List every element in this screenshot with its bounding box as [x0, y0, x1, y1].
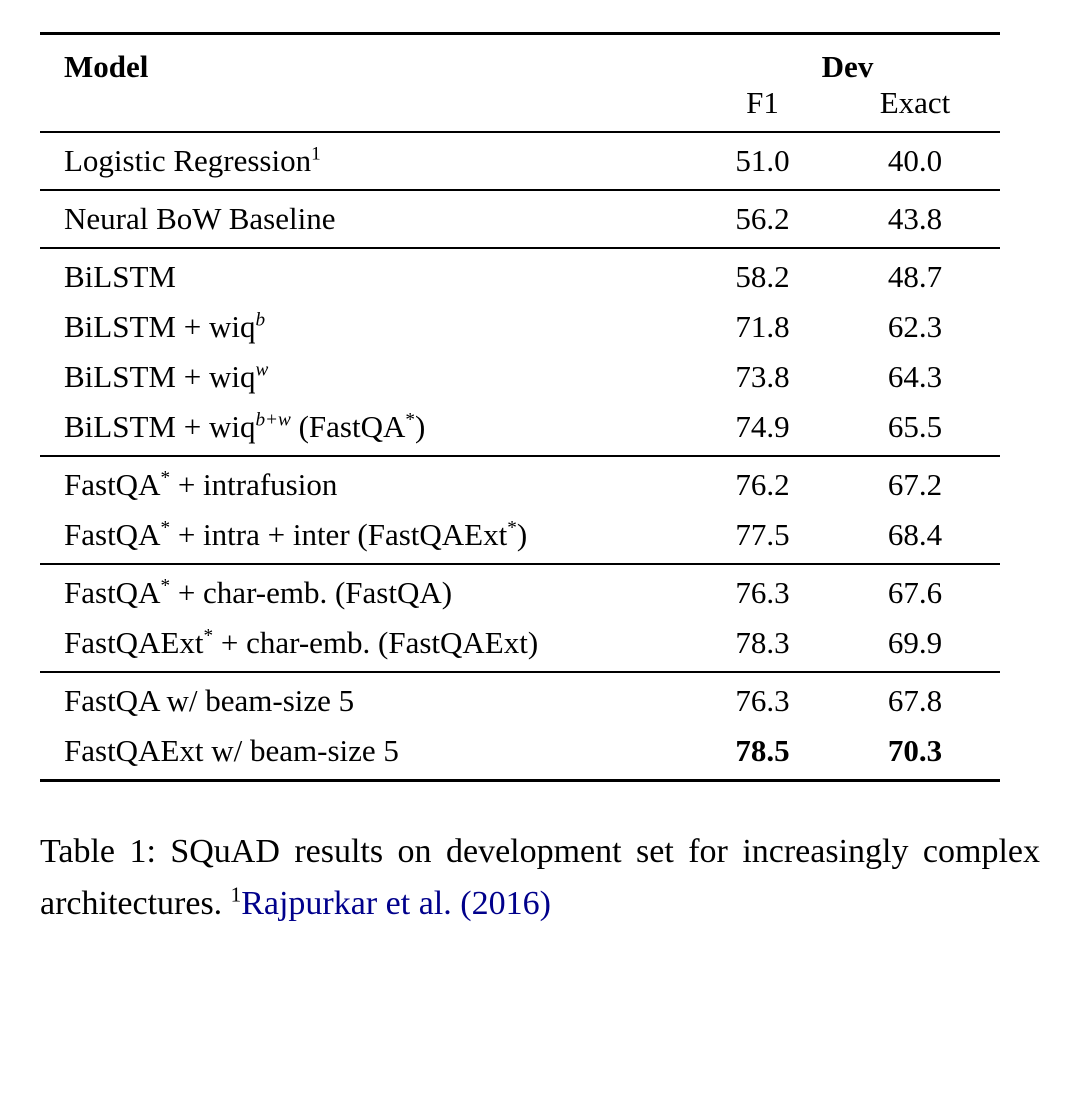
exact-cell: 64.3	[887, 359, 943, 394]
exact-cell: 67.2	[887, 467, 943, 502]
table-header: Model Dev F1 Exact	[40, 34, 1000, 132]
superscript-text: b+w	[255, 409, 291, 431]
table-row: FastQA* + char-emb. (FastQA) 76.3 67.6	[40, 564, 1000, 618]
text-segment: FastQAExt w/ beam-size 5	[64, 733, 399, 768]
table-row: Logistic Regression1 51.0 40.0	[40, 132, 1000, 190]
text-segment: Table 1: SQuAD results on development se…	[40, 833, 1040, 922]
f1-cell: 78.3	[735, 625, 790, 660]
superscript-text: *	[160, 575, 171, 597]
table-row: FastQA* + intrafusion 76.2 67.2	[40, 456, 1000, 510]
text-segment: FastQA	[64, 467, 161, 502]
table-group: FastQA* + intrafusion 76.2 67.2 FastQA* + i…	[40, 456, 1000, 564]
superscript-text: b	[255, 309, 266, 331]
table-row: FastQA w/ beam-size 5 76.3 67.8	[40, 672, 1000, 726]
exact-cell: 70.3	[887, 733, 943, 768]
f1-cell: 74.9	[735, 409, 790, 444]
header-row-sub: F1 Exact	[40, 85, 1000, 132]
model-cell: FastQAExt w/ beam-size 5	[40, 726, 695, 781]
model-cell: BiLSTM + wiqb+w (FastQA*)	[40, 402, 695, 456]
text-segment: + intrafusion	[170, 467, 338, 502]
model-cell: Neural BoW Baseline	[40, 190, 695, 248]
superscript-text: *	[160, 467, 171, 489]
text-segment: )	[414, 409, 426, 444]
superscript-text: *	[405, 409, 415, 431]
model-cell: FastQA* + intra + inter (FastQAExt*)	[40, 510, 695, 564]
superscript-text: *	[160, 517, 171, 539]
dev-column-header: Dev	[821, 49, 874, 84]
exact-cell: 48.7	[887, 259, 943, 294]
superscript-text: 1	[230, 882, 242, 907]
text-segment: + intra + inter (FastQAExt	[170, 517, 508, 552]
exact-cell: 67.8	[887, 683, 943, 718]
superscript-text: 1	[311, 143, 321, 165]
model-cell: BiLSTM	[40, 248, 695, 302]
f1-cell: 73.8	[735, 359, 790, 394]
text-segment: BiLSTM	[64, 259, 176, 294]
text-segment: + char-emb. (FastQAExt)	[213, 625, 539, 660]
text-segment: )	[516, 517, 528, 552]
exact-cell: 68.4	[887, 517, 943, 552]
f1-cell: 51.0	[735, 143, 790, 178]
model-cell: Logistic Regression1	[40, 132, 695, 190]
table-group: FastQA w/ beam-size 5 76.3 67.8 FastQAExt w…	[40, 672, 1000, 781]
f1-cell: 56.2	[735, 201, 790, 236]
text-segment: (FastQA	[290, 409, 406, 444]
table-row: FastQAExt w/ beam-size 5 78.5 70.3	[40, 726, 1000, 781]
f1-cell: 76.3	[735, 683, 790, 718]
exact-cell: 67.6	[887, 575, 943, 610]
table-row: BiLSTM + wiqb 71.8 62.3	[40, 302, 1000, 352]
text-segment: + char-emb. (FastQA)	[170, 575, 453, 610]
table-group: Neural BoW Baseline 56.2 43.8	[40, 190, 1000, 248]
text-segment: BiLSTM + wiq	[64, 409, 256, 444]
table-caption: Table 1: SQuAD results on development se…	[40, 826, 1040, 929]
table-group: FastQA* + char-emb. (FastQA) 76.3 67.6 Fast…	[40, 564, 1000, 672]
exact-cell: 69.9	[887, 625, 943, 660]
text-segment: BiLSTM + wiq	[64, 309, 256, 344]
exact-column-header: Exact	[879, 85, 951, 120]
table-row: BiLSTM 58.2 48.7	[40, 248, 1000, 302]
header-row-top: Model Dev	[40, 34, 1000, 86]
exact-cell: 40.0	[887, 143, 943, 178]
table-group: Logistic Regression1 51.0 40.0	[40, 132, 1000, 190]
superscript-text: *	[507, 517, 517, 539]
results-table: Model Dev F1 Exact Logistic Regression1 5…	[40, 32, 1000, 782]
f1-cell: 71.8	[735, 309, 790, 344]
f1-column-header: F1	[746, 85, 779, 120]
table-group: BiLSTM 58.2 48.7 BiLSTM + wiqb 71.8 62.3 BiLST…	[40, 248, 1000, 456]
text-segment: Logistic Regression	[64, 143, 312, 178]
superscript-text: *	[203, 625, 214, 647]
f1-cell: 58.2	[735, 259, 790, 294]
text-segment: FastQA w/ beam-size 5	[64, 683, 355, 718]
f1-cell: 78.5	[735, 733, 790, 768]
f1-cell: 76.2	[735, 467, 790, 502]
model-cell: FastQA* + intrafusion	[40, 456, 695, 510]
exact-cell: 65.5	[887, 409, 943, 444]
text-segment: FastQA	[64, 517, 161, 552]
exact-cell: 62.3	[887, 309, 943, 344]
table-row: FastQAExt* + char-emb. (FastQAExt) 78.3 69…	[40, 618, 1000, 672]
model-column-header: Model	[64, 49, 149, 84]
empty-header-cell	[40, 85, 695, 132]
text-segment: FastQA	[64, 575, 161, 610]
table-row: FastQA* + intra + inter (FastQAExt*) 77.5…	[40, 510, 1000, 564]
citation-link[interactable]: Rajpurkar et al.	[241, 884, 461, 922]
model-cell: FastQA w/ beam-size 5	[40, 672, 695, 726]
f1-cell: 76.3	[735, 575, 790, 610]
superscript-text: w	[255, 359, 269, 381]
table-row: BiLSTM + wiqb+w (FastQA*) 74.9 65.5	[40, 402, 1000, 456]
model-cell: FastQAExt* + char-emb. (FastQAExt)	[40, 618, 695, 672]
f1-cell: 77.5	[735, 517, 790, 552]
text-segment: FastQAExt	[64, 625, 204, 660]
model-cell: BiLSTM + wiqw	[40, 352, 695, 402]
exact-cell: 43.8	[887, 201, 943, 236]
model-cell: FastQA* + char-emb. (FastQA)	[40, 564, 695, 618]
citation-link[interactable]: (2016)	[460, 884, 551, 922]
model-cell: BiLSTM + wiqb	[40, 302, 695, 352]
table-row: Neural BoW Baseline 56.2 43.8	[40, 190, 1000, 248]
table-row: BiLSTM + wiqw 73.8 64.3	[40, 352, 1000, 402]
text-segment: Neural BoW Baseline	[64, 201, 336, 236]
text-segment: BiLSTM + wiq	[64, 359, 256, 394]
